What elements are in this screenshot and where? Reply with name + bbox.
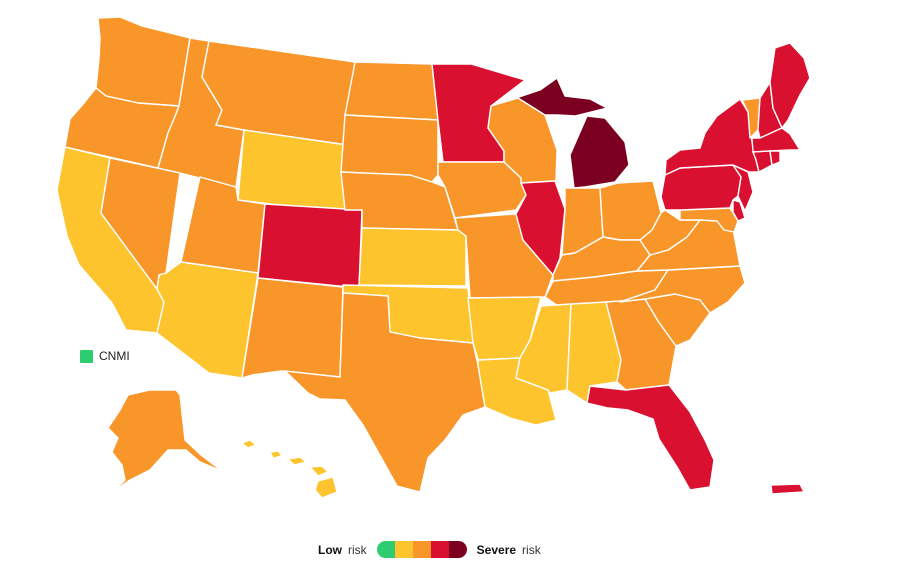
alaska: [107, 389, 223, 493]
state-wa[interactable]: [95, 16, 191, 107]
legend-step-orange: [412, 541, 431, 558]
state-hi-2[interactable]: [269, 450, 283, 459]
cnmi-key[interactable]: CNMI: [80, 349, 130, 363]
state-de[interactable]: [732, 199, 746, 222]
state-mi-lp[interactable]: [569, 115, 630, 189]
cnmi-swatch: [80, 349, 93, 363]
state-tx[interactable]: [284, 292, 486, 493]
state-hi-4[interactable]: [309, 465, 329, 477]
legend-step-yellow: [394, 541, 413, 558]
state-ri[interactable]: [769, 150, 781, 166]
state-wy[interactable]: [237, 129, 348, 214]
state-mi-up[interactable]: [509, 77, 608, 117]
legend-high-strong: Severe: [476, 542, 517, 557]
risk-legend: Low risk Severe risk: [318, 541, 541, 558]
legend-high-suffix: risk: [522, 542, 541, 557]
state-fl[interactable]: [586, 384, 715, 491]
state-ak[interactable]: [107, 389, 223, 493]
cnmi-label: CNMI: [99, 349, 130, 363]
puerto-rico: [770, 483, 805, 495]
legend-step-red: [430, 541, 449, 558]
state-co[interactable]: [257, 203, 363, 289]
state-ks[interactable]: [358, 227, 467, 287]
legend-low-strong: Low: [318, 542, 342, 557]
territory-pr[interactable]: [770, 483, 805, 495]
state-nc[interactable]: [619, 265, 746, 314]
state-me[interactable]: [769, 42, 811, 129]
state-hi-1[interactable]: [241, 439, 257, 449]
legend-scale: [376, 541, 467, 558]
state-vt[interactable]: [741, 97, 761, 139]
state-ny[interactable]: [664, 98, 760, 176]
contiguous-us: [56, 16, 811, 493]
legend-step-green: [376, 541, 395, 558]
state-ct[interactable]: [752, 150, 773, 173]
state-nm[interactable]: [241, 277, 344, 379]
state-hi-5[interactable]: [314, 476, 338, 499]
state-hi-3[interactable]: [287, 456, 307, 466]
legend-low-suffix: risk: [348, 542, 367, 557]
hawaii: [241, 439, 338, 499]
legend-step-darkred: [448, 541, 467, 558]
state-nd[interactable]: [344, 61, 439, 121]
state-az[interactable]: [156, 261, 259, 379]
